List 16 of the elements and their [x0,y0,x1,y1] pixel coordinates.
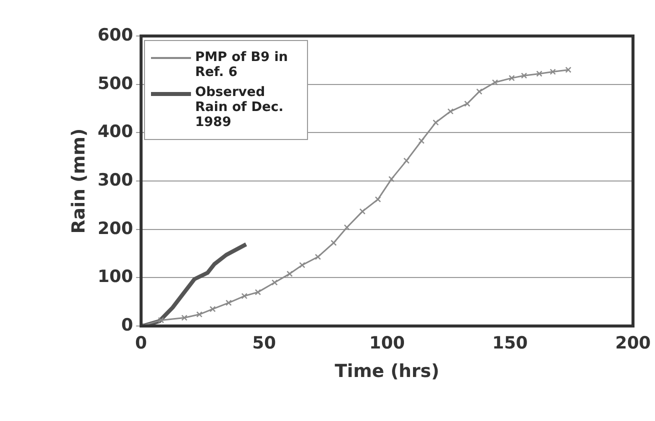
y-axis-title: Rain (mm) [68,128,90,234]
y-tick-label: 200 [98,218,134,239]
y-tick-label: 500 [98,74,134,94]
x-tick-label: 200 [615,334,651,354]
y-tick-label: 0 [121,315,134,336]
x-axis-title: Time (hrs) [334,360,440,382]
x-tick-label: 150 [492,334,528,354]
y-tick-label: 100 [98,267,134,288]
x-tick-label: 50 [252,334,276,354]
y-tick-label: 400 [98,122,134,142]
y-tick-label: 300 [98,170,134,190]
legend-label: PMP of B9 in Ref. 6 [195,50,289,80]
x-tick-label: 100 [369,334,405,354]
legend-label: Observed Rain of Dec. 1989 [195,85,284,130]
y-tick-label: 600 [98,25,134,46]
x-tick-label: 0 [135,334,148,354]
